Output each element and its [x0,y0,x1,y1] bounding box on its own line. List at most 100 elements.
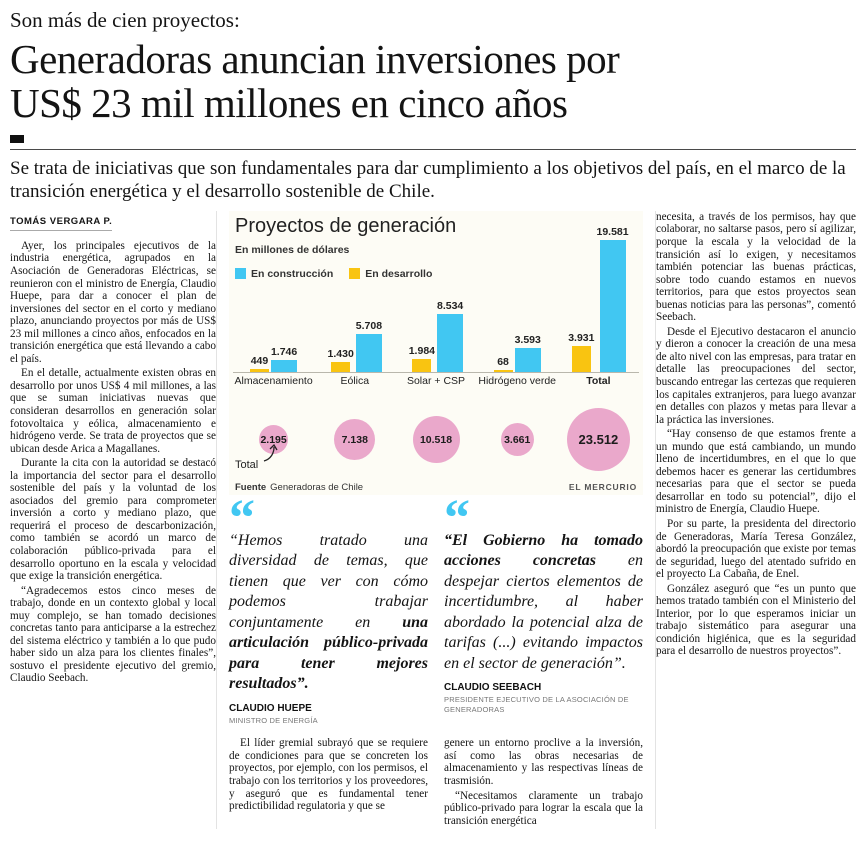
chart-bar [355,333,382,372]
headline-line-2: US$ 23 mil millones en cinco años [10,80,568,127]
quote-emphasis: una articulación público-privada para te… [229,613,428,693]
total-circle-cell: 23.512 [558,408,639,472]
chart-header: Proyectos de generación En millones de d… [235,215,456,280]
total-circle: 23.512 [566,408,630,472]
chart-bars-area: 449 1.746 1.430 5.708 1.984 8.534 68 3.593 3.931… [233,223,639,373]
continuation-row: El líder gremial subrayó que se requiere… [229,737,643,829]
deck: Se trata de iniciativas que son fundamen… [10,148,856,203]
paragraph: Durante la cita con la autoridad se dest… [10,457,216,583]
paragraph: “Agradecemos estos cinco meses de trabaj… [10,584,216,685]
bar-value-label: 5.708 [355,319,383,332]
source-label: Fuente [235,481,267,493]
total-circle-cell: 3.661 [477,423,558,457]
chart-bar [571,345,591,372]
chart-bar-group: 449 1.746 [233,346,314,372]
quote-text: “Hemos tratado una diversidad de temas, … [229,531,428,695]
legend-label: En construcción [251,267,334,280]
chart-categories-row: Almacenamiento Eólica Solar + CSP Hidrógeno… [233,374,639,387]
byline: TOMÁS VERGARA P. [10,216,113,231]
bar-value-label: 3.931 [568,331,595,344]
chart-bar [412,358,432,372]
quote-attribution: CLAUDIO SEEBACH PRESIDENTE EJECUTIVO DE … [444,682,643,715]
paragraph: genere un entorno proclive a la inversió… [444,737,643,788]
legend-item-desarrollo: En desarrollo [349,268,432,280]
chart-title: Proyectos de generación [235,214,457,237]
chart-bar-group: 1.984 8.534 [395,300,476,372]
headline-line-1: Generadoras anuncian inversiones por [10,36,620,82]
kicker: Son más de cien proyectos: [10,8,240,32]
quote-huepe: “ “Hemos tratado una diversidad de temas… [229,489,428,726]
bar-value-label: 8.534 [437,299,464,312]
center-column: Proyectos de generación En millones de d… [216,210,656,830]
headline: Generadoras anuncian inversiones por US$… [10,37,856,126]
quote-attribution: CLAUDIO HUEPE MINISTRO DE ENERGÍA [229,703,428,726]
paragraph: “Hay consenso de que estamos frente a un… [656,428,856,516]
total-circle-cell: 7.138 [314,419,395,461]
bar-value-label: 1.746 [270,345,298,358]
chart-bar [514,347,541,372]
chart-totals-row: Total 2.195 7.138 10.518 3.661 23.512 [233,407,639,473]
bar-value-label: 1.984 [408,344,435,357]
legend-swatch-yellow-icon [349,268,361,280]
quote-author: CLAUDIO SEEBACH [444,682,542,694]
chart-legend: En construcción En desarrollo [235,268,456,280]
legend-swatch-cyan-icon [235,268,246,280]
quote-lead: en despejar ciertos elementos de incerti… [444,552,643,672]
right-column: necesita, a través de los permisos, hay … [656,211,856,829]
paragraph: “Necesitamos claramente un trabajo públi… [444,789,643,827]
paragraph: En el detalle, actualmente existen obras… [10,367,216,455]
quote-icon: “ [444,489,470,547]
headline-marker [10,134,24,143]
quote-icon: “ [229,489,255,547]
legend-label: En desarrollo [365,267,433,280]
chart-category-label: Total [586,374,611,387]
chart-bar [493,369,513,372]
chart-bar [331,361,351,372]
chart-subtitle: En millones de dólares [235,243,350,256]
curved-arrow-icon [263,443,278,462]
legend-item-construccion: En construcción [235,268,333,280]
bar-value-label: 3.593 [514,333,541,346]
chart-bar-group: 1.430 5.708 [314,320,395,372]
chart-category-label: Almacenamiento [234,374,313,387]
quote-text: “El Gobierno ha tomado acciones concreta… [444,531,643,674]
left-column: TOMÁS VERGARA P. Ayer, los principales e… [10,211,216,829]
quote-role: MINISTRO DE ENERGÍA [229,715,318,725]
chart-category-label: Hidrógeno verde [478,374,557,387]
content-grid: TOMÁS VERGARA P. Ayer, los principales e… [10,210,856,830]
chart-bar-group: 3.931 19.581 [558,226,639,372]
chart-bar [271,359,298,372]
chart-category-label: Eólica [340,374,370,387]
bar-value-label: 449 [250,354,269,367]
generation-projects-chart: Proyectos de generación En millones de d… [229,210,643,495]
chart-category-label: Solar + CSP [406,374,466,387]
totals-callout: Total [235,443,278,471]
quote-lead: “Hemos tratado una diversidad de temas, … [229,531,428,631]
total-circle: 3.661 [500,423,534,457]
chart-bar [599,239,626,372]
paragraph: González aseguró que “es un punto que he… [656,582,856,658]
bar-value-label: 68 [497,355,509,368]
totals-label: Total [235,458,259,471]
chart-bar [249,368,269,372]
chart-bar-group: 68 3.593 [477,334,558,372]
continuation-column-2: genere un entorno proclive a la inversió… [444,737,643,829]
continuation-column-1: El líder gremial subrayó que se requiere… [229,737,428,829]
total-circle: 7.138 [334,419,376,461]
chart-source: Fuente Generadoras de Chile [235,482,363,493]
paragraph: necesita, a través de los permisos, hay … [656,210,856,324]
paragraph: Ayer, los principales ejecutivos de la i… [10,239,216,365]
quote-role: PRESIDENTE EJECUTIVO DE LA ASOCIACIÓN DE… [444,695,629,714]
bar-value-label: 19.581 [596,225,629,238]
paragraph: Por su parte, la presidenta del director… [656,518,856,581]
quote-seebach: “ “El Gobierno ha tomado acciones concre… [444,489,643,726]
chart-footer: Fuente Generadoras de Chile EL MERCURIO [235,482,637,493]
total-circle: 10.518 [412,416,460,464]
paragraph: El líder gremial subrayó que se requiere… [229,737,428,813]
quote-emphasis: “El Gobierno ha tomado acciones concreta… [444,531,643,570]
source-name: Generadoras de Chile [270,481,364,493]
quotes-row: “ “Hemos tratado una diversidad de temas… [229,489,643,726]
chart-credit: EL MERCURIO [568,481,637,492]
bar-value-label: 1.430 [327,347,354,360]
